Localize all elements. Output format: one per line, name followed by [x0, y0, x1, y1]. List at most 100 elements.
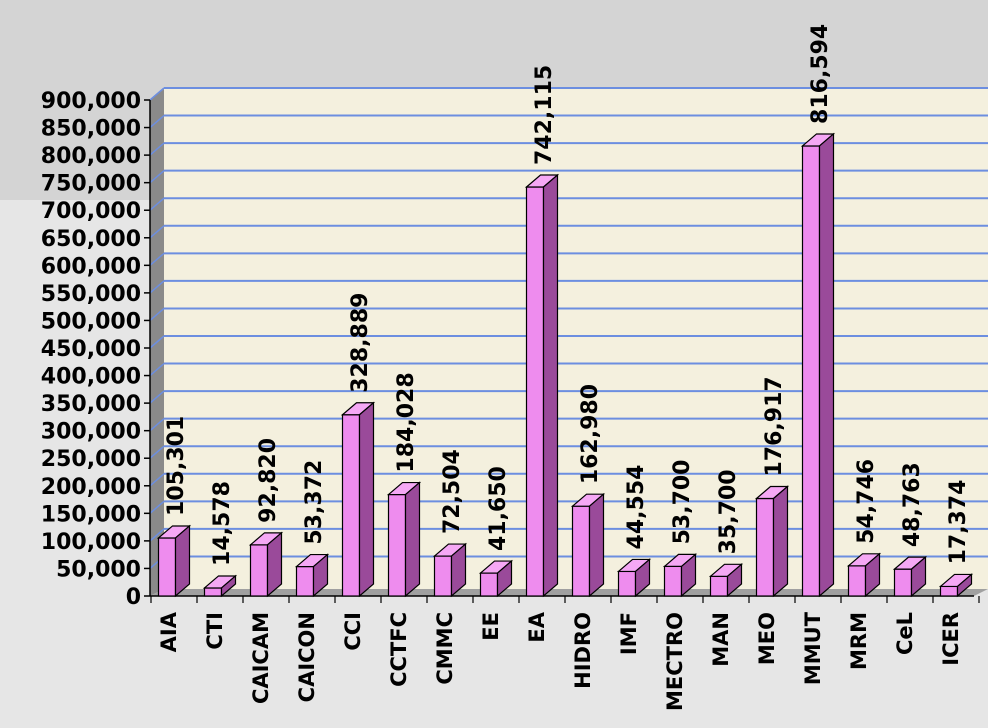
- x-tick-label: MRM: [847, 612, 871, 670]
- bar: [156, 524, 192, 598]
- gridline-side: [149, 362, 165, 377]
- bar-front: [847, 565, 867, 597]
- y-tick-label: 400,000: [41, 365, 141, 390]
- bar-front: [387, 493, 407, 597]
- data-label: 44,554: [624, 465, 649, 550]
- bar: [432, 542, 468, 598]
- y-tick-label: 300,000: [41, 420, 141, 445]
- bar-front: [939, 585, 959, 597]
- bar-front: [433, 555, 453, 597]
- data-label: 328,889: [348, 293, 373, 393]
- x-tick-label: CAICON: [295, 612, 319, 702]
- gridline-side: [149, 307, 165, 322]
- y-tick-label: 150,000: [41, 502, 141, 527]
- bar-front: [157, 537, 177, 597]
- bar-side: [910, 555, 927, 598]
- bar: [662, 553, 698, 598]
- x-tick-label: CMMC: [433, 612, 457, 685]
- bar-side: [726, 563, 743, 598]
- gridline-side: [149, 390, 165, 404]
- bar-side: [266, 531, 283, 598]
- y-tick-label: 550,000: [41, 282, 141, 307]
- bar-side: [542, 173, 559, 598]
- bar-front: [709, 575, 729, 597]
- bar-front: [203, 587, 223, 597]
- y-tick-label: 500,000: [41, 309, 141, 334]
- y-tick-label: 800,000: [41, 144, 141, 169]
- y-tick-label: 450,000: [41, 337, 141, 362]
- bar-front: [479, 572, 499, 597]
- bar-side: [818, 132, 835, 598]
- x-tick-label: CCTFC: [387, 612, 411, 687]
- bar-side: [772, 485, 789, 598]
- y-tick-label: 700,000: [41, 199, 141, 224]
- x-tick-label: CTI: [203, 612, 227, 650]
- data-label: 35,700: [716, 469, 741, 554]
- gridline-side: [149, 445, 165, 459]
- y-tick-label: 600,000: [41, 254, 141, 279]
- bar: [202, 574, 238, 598]
- bar-side: [956, 573, 973, 598]
- x-tick-label: MECTRO: [663, 612, 687, 711]
- y-tick-label: 200,000: [41, 475, 141, 500]
- x-tick-label: AIA: [157, 611, 181, 652]
- x-tick-label: MEO: [755, 612, 779, 665]
- data-label: 742,115: [532, 65, 557, 165]
- gridline-side: [149, 335, 165, 349]
- gridline-side: [149, 114, 165, 129]
- data-label: 14,578: [210, 481, 235, 566]
- bar-front: [617, 570, 637, 597]
- bar-front: [663, 565, 683, 597]
- bar: [386, 481, 422, 598]
- y-tick-label: 0: [126, 585, 141, 610]
- bar-side: [864, 552, 881, 598]
- y-tick-label: 350,000: [41, 392, 141, 417]
- bar-front: [295, 565, 315, 597]
- gridline-side: [149, 473, 165, 487]
- y-tick-label: 850,000: [41, 117, 141, 142]
- bar: [708, 563, 744, 598]
- x-tick-label: ICER: [939, 612, 963, 666]
- gridline-side: [149, 225, 165, 239]
- y-tick-label: 900,000: [41, 89, 141, 114]
- data-label: 48,763: [900, 462, 925, 547]
- data-label: 162,980: [578, 384, 603, 484]
- data-label: 53,700: [670, 459, 695, 544]
- x-tick-label: CeL: [893, 612, 917, 655]
- gridline-side: [149, 280, 165, 294]
- bar-side: [404, 481, 421, 598]
- data-label: 54,746: [854, 459, 879, 544]
- y-tick-label: 250,000: [41, 447, 141, 472]
- data-label: 184,028: [394, 372, 419, 472]
- gridline-side: [149, 142, 165, 156]
- data-label: 41,650: [486, 466, 511, 551]
- bar-side: [174, 524, 191, 598]
- bar: [478, 559, 514, 598]
- bar-side: [680, 553, 697, 598]
- bar-side: [220, 574, 237, 598]
- bar: [754, 485, 790, 598]
- gridline-side: [149, 528, 165, 542]
- x-tick-label: HIDRO: [571, 612, 595, 689]
- gridline-side: [149, 500, 165, 514]
- bar: [294, 553, 330, 598]
- gridline-side: [149, 87, 165, 101]
- bar: [892, 555, 928, 598]
- data-label: 176,917: [762, 376, 787, 476]
- bar: [524, 173, 560, 598]
- bar-front: [801, 145, 821, 597]
- bar-front: [755, 497, 775, 597]
- bar: [616, 558, 652, 598]
- gridline-side: [149, 252, 165, 266]
- data-label: 92,820: [256, 438, 281, 523]
- bar: [846, 552, 882, 598]
- data-label: 17,374: [946, 480, 971, 565]
- data-label: 72,504: [440, 449, 465, 534]
- gridline-side: [149, 170, 165, 184]
- bar: [938, 573, 974, 598]
- y-tick-label: 100,000: [41, 530, 141, 555]
- bar: [800, 132, 836, 598]
- x-tick-label: CCI: [341, 612, 365, 651]
